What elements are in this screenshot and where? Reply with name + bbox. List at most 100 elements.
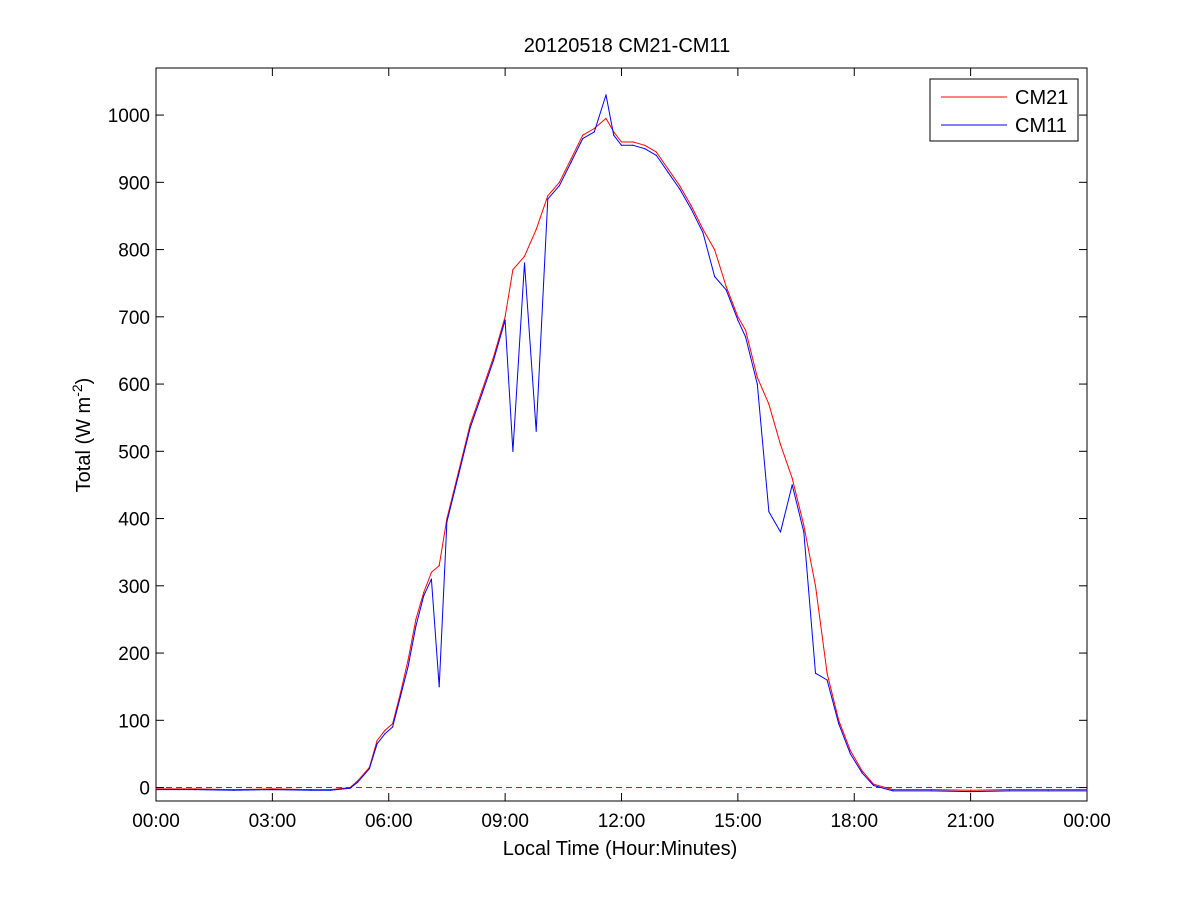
- data-point-cm11: [492, 359, 495, 362]
- data-point-cm11: [667, 171, 669, 173]
- x-tick-label: 09:00: [481, 811, 529, 832]
- data-point-cm11: [438, 686, 440, 688]
- ticks-layer: 00:00 03:00 06:00 09:00 12:00 15:00 18:00 21:00…: [108, 68, 1111, 832]
- data-point-cm21: [644, 144, 646, 146]
- legend-label-cm11: CM11: [1015, 115, 1067, 137]
- data-point-cm11: [458, 474, 460, 476]
- data-point-cm11: [570, 161, 572, 163]
- x-tick-label: 00:00: [1063, 811, 1111, 832]
- data-point-cm21: [504, 316, 506, 318]
- data-point-cm21: [756, 376, 758, 378]
- x-tick-label: 06:00: [365, 811, 413, 832]
- data-point-cm11: [155, 789, 157, 791]
- data-point-cm21: [570, 158, 572, 160]
- data-point-cm21: [779, 444, 782, 446]
- data-point-cm11: [357, 781, 359, 783]
- data-point-cm11: [392, 726, 394, 728]
- x-tick-label: 03:00: [249, 811, 297, 832]
- data-point-cm11: [512, 450, 514, 452]
- data-point-cm21: [407, 659, 409, 661]
- data-point-cm11: [791, 484, 793, 486]
- data-point-cm21: [547, 195, 549, 197]
- data-point-cm21: [667, 168, 669, 170]
- data-point-cm11: [768, 511, 770, 513]
- data-point-cm11: [194, 789, 196, 791]
- data-point-cm21: [469, 423, 471, 425]
- data-point-cm11: [756, 383, 758, 385]
- data-point-cm21: [970, 789, 972, 791]
- data-point-cm21: [814, 585, 817, 587]
- y-axis-label: Total (W m-2): [69, 378, 95, 493]
- series-line-cm21: [156, 117, 1087, 791]
- legend-box: [929, 78, 1079, 142]
- y-axis-label-main: Total (W m: [73, 397, 95, 493]
- data-point-cm11: [745, 336, 747, 338]
- y-tick-label: 0: [139, 779, 150, 800]
- y-tick-label: 100: [118, 711, 150, 732]
- x-axis-label: Local Time (Hour:Minutes): [503, 838, 738, 860]
- data-point-cm21: [423, 591, 425, 594]
- data-point-cm11: [970, 791, 972, 793]
- y-tick-label: 700: [118, 308, 150, 329]
- data-point-cm21: [768, 403, 770, 405]
- data-point-cm21: [1047, 789, 1049, 791]
- data-point-cm11: [558, 185, 561, 187]
- data-point-cm21: [725, 286, 727, 288]
- data-point-cm11: [826, 679, 828, 681]
- data-point-cm21: [745, 329, 747, 331]
- data-point-cm21: [384, 729, 386, 732]
- data-point-cm21: [376, 739, 378, 742]
- data-point-cm11: [1008, 790, 1011, 792]
- data-point-cm11: [469, 427, 471, 429]
- data-point-cm21: [861, 770, 863, 772]
- data-point-cm21: [632, 141, 634, 143]
- data-point-cm11: [481, 393, 483, 395]
- data-point-cm11: [384, 733, 386, 735]
- data-point-cm21: [702, 228, 704, 230]
- data-point-cm11: [330, 789, 332, 791]
- data-point-cm11: [423, 595, 425, 597]
- data-point-cm11: [679, 188, 681, 190]
- data-point-cm11: [368, 768, 370, 770]
- data-point-cm21: [415, 618, 417, 621]
- series-line-cm11: [156, 94, 1087, 793]
- data-point-cm21: [492, 356, 495, 358]
- data-point-cm11: [644, 148, 646, 150]
- legend-label-cm21: CM21: [1015, 87, 1068, 109]
- data-point-cm21: [791, 477, 793, 479]
- data-point-cm11: [446, 521, 448, 523]
- data-point-cm21: [690, 205, 692, 207]
- data-point-cm21: [512, 269, 514, 271]
- data-point-cm11: [737, 319, 739, 321]
- data-point-cm21: [438, 565, 440, 567]
- data-point-cm21: [838, 719, 840, 721]
- data-point-cm21: [892, 789, 894, 791]
- y-axis-label-superscript: -2: [69, 384, 85, 397]
- data-point-cm21: [655, 151, 658, 153]
- y-tick-label: 800: [118, 241, 150, 262]
- data-point-cm11: [233, 789, 235, 791]
- y-tick-label: 500: [118, 442, 150, 463]
- data-point-cm11: [605, 94, 607, 96]
- data-point-cm21: [679, 185, 681, 187]
- data-point-cm11: [547, 198, 549, 200]
- data-point-cm11: [714, 275, 716, 278]
- legend: CM21 CM11: [929, 78, 1079, 142]
- y-tick-label: 200: [118, 644, 150, 665]
- plot-area: [155, 67, 1088, 802]
- data-point-cm11: [535, 430, 537, 432]
- data-point-cm11: [873, 784, 875, 787]
- x-tick-label: 18:00: [830, 811, 878, 832]
- data-point-cm21: [523, 255, 526, 257]
- data-point-cm11: [1047, 790, 1049, 792]
- data-point-cm21: [803, 524, 805, 526]
- data-point-cm11: [779, 531, 782, 533]
- data-point-cm11: [376, 743, 378, 745]
- data-point-cm11: [399, 696, 401, 698]
- data-point-cm21: [481, 390, 483, 392]
- data-point-cm11: [632, 144, 634, 146]
- data-point-cm21: [826, 672, 828, 674]
- data-point-cm11: [725, 289, 727, 291]
- data-point-cm11: [504, 319, 506, 321]
